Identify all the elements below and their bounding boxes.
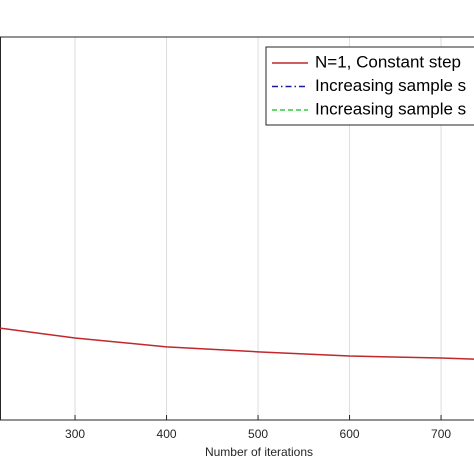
x-tick-label: 600 [340, 427, 360, 441]
x-tick-label: 500 [248, 427, 268, 441]
legend-label: Increasing sample s [315, 99, 466, 118]
x-tick-label: 400 [157, 427, 177, 441]
legend: N=1, Constant step Increasing sample s Inc… [265, 46, 474, 126]
series-line [0, 327, 474, 360]
x-tick-label: 300 [65, 427, 85, 441]
legend-label: Increasing sample s [315, 76, 466, 95]
plot-frame [0, 36, 474, 421]
x-axis-label: Number of iterations [205, 445, 313, 459]
x-tick-label: 700 [431, 427, 451, 441]
legend-label: N=1, Constant step [315, 52, 461, 71]
